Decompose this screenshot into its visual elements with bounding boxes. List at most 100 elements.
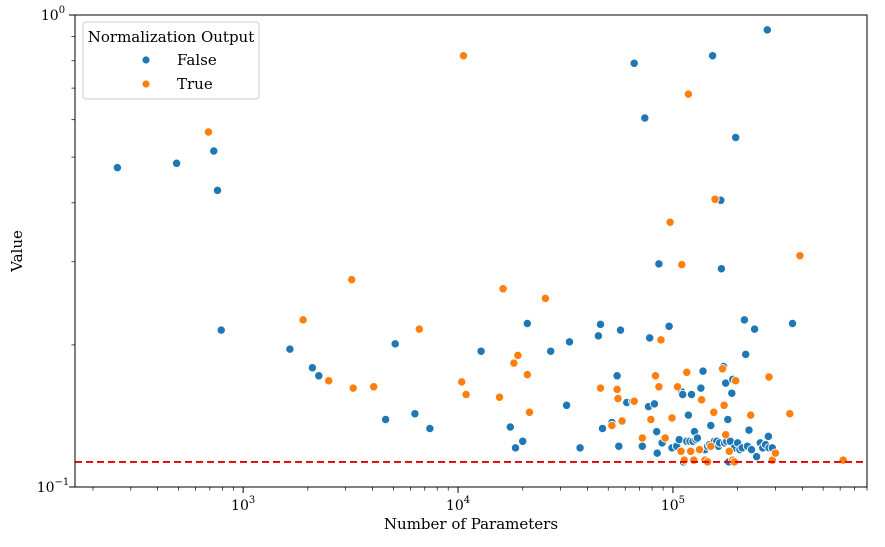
y-tick-base: 10 (37, 480, 55, 496)
point-true (682, 367, 692, 377)
point-true (369, 382, 379, 392)
point-true (785, 409, 795, 419)
point-false (595, 319, 606, 330)
point-false (518, 436, 528, 446)
point-true (694, 444, 705, 455)
point-true (650, 371, 661, 381)
y-tick-label: 10−1 (37, 477, 70, 496)
point-true (613, 393, 623, 404)
y-tick-base: 10 (41, 8, 59, 24)
y-tick-exponent: 0 (59, 5, 65, 16)
x-tick-exponent: 3 (249, 495, 255, 506)
point-true (458, 51, 469, 61)
point-true (717, 364, 728, 374)
x-axis-label: Number of Parameters (384, 515, 558, 533)
point-false (212, 185, 223, 196)
point-false (762, 25, 772, 35)
point-true (654, 382, 664, 392)
point-false (678, 389, 688, 400)
point-false (597, 423, 608, 434)
point-true (719, 400, 729, 410)
point-true (509, 358, 519, 368)
point-true (677, 259, 687, 270)
point-true (637, 433, 647, 443)
point-true (324, 376, 334, 386)
point-false (522, 318, 532, 329)
point-true (524, 407, 535, 417)
y-tick-exponent: −1 (55, 477, 70, 488)
y-axis-label: Value (8, 230, 26, 273)
point-false (410, 409, 420, 419)
legend-label-false: False (177, 51, 217, 69)
x-tick-label: 104 (446, 495, 470, 514)
point-false (171, 158, 182, 168)
point-false (739, 315, 750, 325)
point-true (795, 251, 805, 261)
plot-frame (74, 14, 868, 488)
point-true (667, 413, 677, 423)
point-false (749, 324, 760, 334)
point-false (649, 399, 660, 409)
point-true (513, 350, 523, 361)
legend-marker-false (141, 55, 151, 65)
point-false (731, 132, 741, 143)
point-true (457, 377, 467, 387)
point-false (746, 444, 757, 455)
point-false (674, 434, 684, 445)
point-true (656, 335, 666, 345)
legend-box (82, 21, 260, 100)
point-false (763, 431, 774, 442)
point-true (731, 376, 741, 386)
point-false (698, 366, 708, 376)
point-true (347, 274, 357, 285)
point-true (724, 446, 734, 456)
x-tick-base: 10 (231, 498, 249, 514)
point-false (683, 410, 694, 420)
point-false (564, 337, 575, 347)
point-true (629, 396, 639, 406)
point-false (741, 349, 751, 360)
point-true (679, 455, 689, 465)
x-tick-label: 103 (231, 495, 255, 514)
point-false (476, 346, 486, 356)
point-false (390, 339, 400, 349)
point-true (721, 430, 731, 440)
legend: Normalization Output False True (82, 21, 260, 100)
point-false (575, 443, 585, 453)
point-true (672, 382, 683, 392)
point-false (612, 371, 622, 381)
x-tick-exponent: 5 (679, 495, 685, 506)
point-true (494, 392, 505, 402)
point-true (683, 89, 694, 99)
point-false (112, 162, 123, 173)
data-points (112, 25, 848, 467)
point-true (612, 384, 622, 395)
y-tick-label: 100 (41, 5, 65, 24)
point-true (540, 293, 551, 304)
point-true (838, 455, 848, 465)
point-false (721, 378, 731, 388)
point-false (209, 146, 219, 156)
point-false (285, 344, 295, 354)
legend-label-true: True (177, 75, 213, 93)
point-true (709, 407, 719, 417)
point-true (660, 433, 670, 443)
point-false (723, 414, 733, 425)
point-true (770, 448, 781, 458)
point-true (595, 383, 606, 393)
x-tick-base: 10 (661, 498, 679, 514)
point-false (686, 389, 697, 400)
point-false (615, 325, 626, 335)
point-true (686, 446, 696, 456)
point-false (425, 423, 435, 434)
point-false (614, 441, 624, 451)
point-false (645, 333, 655, 343)
point-false (629, 58, 639, 68)
point-true (522, 369, 532, 380)
legend-title: Normalization Output (88, 28, 255, 46)
point-false (593, 331, 604, 341)
point-true (764, 372, 774, 382)
x-axis-ticks: 103 104 105 (92, 487, 868, 514)
x-tick-label: 105 (661, 495, 685, 514)
